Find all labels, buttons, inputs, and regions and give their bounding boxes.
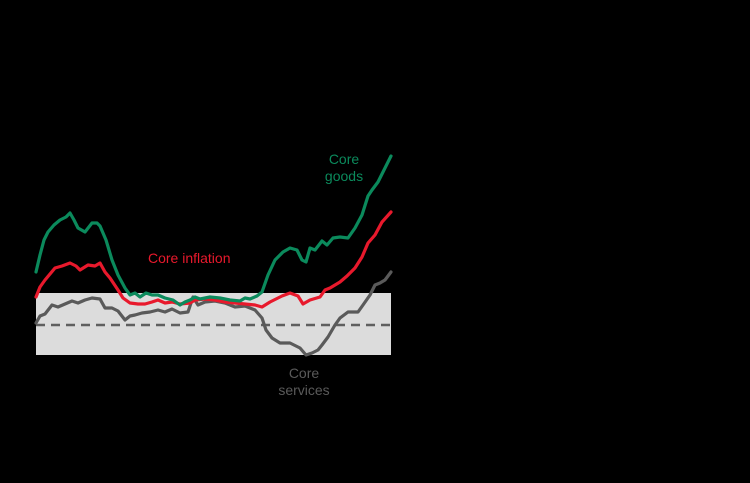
core-goods-label-line2: goods (324, 168, 364, 184)
core-services-line (34, 270, 393, 357)
core-services-label: Core services (268, 365, 340, 399)
core-inflation-line (34, 210, 393, 309)
core-inflation-label: Core inflation (148, 250, 231, 266)
core-services-label-line1: Core (288, 365, 320, 381)
core-goods-label: Core goods (310, 151, 378, 185)
core-goods-line (34, 154, 393, 307)
core-services-label-line2: services (278, 382, 330, 398)
target-range-band (36, 293, 391, 355)
core-goods-label-line1: Core (328, 151, 360, 167)
